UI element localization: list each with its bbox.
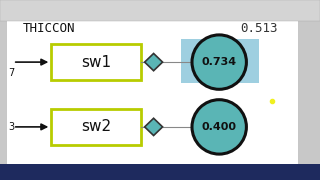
- Text: sw2: sw2: [81, 119, 111, 134]
- FancyBboxPatch shape: [51, 44, 141, 80]
- Ellipse shape: [192, 100, 246, 154]
- FancyBboxPatch shape: [0, 0, 320, 21]
- Text: 3: 3: [8, 122, 14, 132]
- Ellipse shape: [192, 35, 246, 89]
- Text: THICCON: THICCON: [22, 22, 75, 35]
- FancyBboxPatch shape: [51, 109, 141, 145]
- Polygon shape: [145, 53, 163, 71]
- Text: sw1: sw1: [81, 55, 111, 70]
- Polygon shape: [145, 118, 163, 136]
- FancyBboxPatch shape: [0, 164, 320, 180]
- Text: 0.734: 0.734: [202, 57, 237, 67]
- Text: 7: 7: [8, 68, 14, 78]
- Text: 0.400: 0.400: [202, 122, 237, 132]
- FancyBboxPatch shape: [6, 16, 298, 164]
- FancyBboxPatch shape: [181, 39, 259, 83]
- Text: 0.513: 0.513: [240, 22, 277, 35]
